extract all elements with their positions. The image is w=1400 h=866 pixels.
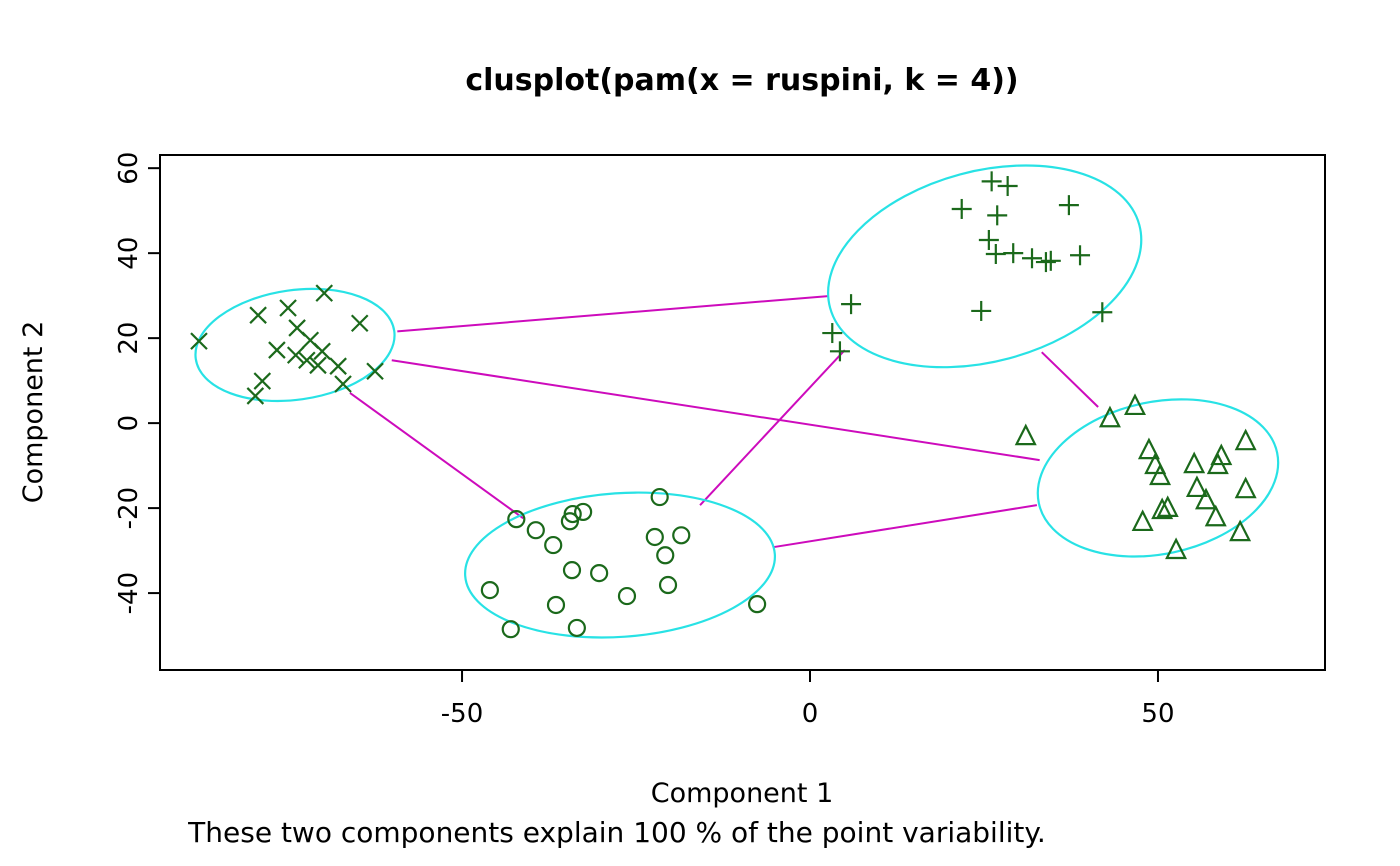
data-point-plus	[981, 171, 1002, 192]
data-point-circle	[658, 575, 678, 595]
y-tick-label: 20	[114, 322, 144, 355]
y-tick-label: 0	[114, 415, 144, 432]
data-points	[190, 171, 1257, 639]
data-point-plus	[985, 244, 1006, 265]
connector-line	[772, 504, 1038, 549]
data-point-x	[286, 346, 305, 364]
subtitle: These two components explain 100 % of th…	[187, 816, 1046, 849]
data-point-plus	[997, 176, 1018, 197]
data-point-triangle	[1210, 443, 1233, 466]
data-point-triangle	[1144, 452, 1167, 475]
data-point-x	[334, 375, 352, 393]
connector-line	[699, 349, 846, 506]
data-point-plus	[1022, 248, 1043, 269]
data-point-plus	[987, 205, 1008, 226]
data-point-triangle	[1165, 537, 1188, 560]
x-tick-label: 50	[1141, 699, 1174, 729]
data-point-x	[329, 357, 347, 375]
data-point-circle	[645, 527, 664, 547]
data-point-circle	[507, 510, 526, 529]
data-point-plus	[1003, 243, 1024, 264]
data-point-circle	[650, 487, 669, 507]
data-point-triangle	[1149, 463, 1172, 486]
data-point-plus	[841, 294, 862, 315]
data-point-triangle	[1014, 423, 1037, 446]
data-point-x	[249, 306, 267, 324]
data-point-x	[268, 341, 286, 359]
cluster-ellipses	[194, 164, 1280, 639]
cluster-ellipse	[194, 287, 396, 403]
data-point-circle	[656, 546, 675, 565]
data-point-x	[313, 342, 331, 361]
data-point-plus	[822, 323, 843, 344]
data-point-plus	[829, 341, 850, 362]
data-point-x	[190, 332, 208, 350]
y-tick-label: -40	[114, 572, 144, 614]
chart-title: clusplot(pam(x = ruspini, k = 4))	[465, 63, 1018, 98]
x-axis-label: Component 1	[651, 778, 834, 809]
data-point-circle	[748, 595, 767, 614]
data-point-plus	[1058, 195, 1079, 216]
data-point-circle	[562, 561, 582, 580]
data-point-triangle	[1131, 509, 1154, 532]
data-point-plus	[971, 300, 992, 321]
data-point-circle	[501, 620, 520, 639]
data-point-x	[279, 299, 297, 317]
data-point-triangle	[1156, 495, 1179, 518]
data-point-circle	[574, 502, 593, 522]
data-point-circle	[672, 526, 691, 545]
y-tick-label: 60	[114, 152, 144, 185]
cluster-ellipse	[1036, 398, 1280, 558]
connector-line	[1041, 351, 1099, 408]
cluster-ellipse	[827, 164, 1143, 369]
x-tick-label: -50	[441, 699, 483, 729]
connector-line	[397, 295, 829, 333]
data-point-x	[350, 314, 369, 333]
data-point-circle	[526, 521, 545, 540]
data-point-circle	[546, 595, 566, 615]
cluster-connector-lines	[349, 295, 1099, 549]
data-point-triangle	[1234, 428, 1257, 451]
data-point-circle	[544, 535, 563, 555]
data-point-circle	[617, 586, 637, 606]
data-point-triangle	[1124, 393, 1147, 416]
data-point-triangle	[1204, 504, 1227, 527]
data-point-triangle	[1151, 497, 1174, 520]
x-tick-label: 0	[802, 699, 819, 729]
connector-line	[349, 392, 524, 520]
y-tick-label: -20	[114, 487, 144, 529]
data-point-triangle	[1098, 405, 1121, 428]
data-point-plus	[951, 198, 972, 219]
axis-ticks: -50 0 50 -40 -20 0 20 40 60	[114, 152, 1175, 729]
data-point-plus	[1092, 302, 1113, 323]
data-point-triangle	[1185, 475, 1208, 498]
data-point-triangle	[1229, 519, 1252, 542]
data-point-x	[309, 356, 327, 375]
data-point-circle	[590, 564, 609, 583]
data-point-triangle	[1183, 451, 1206, 474]
data-point-x	[366, 362, 384, 381]
data-point-plus	[1070, 245, 1091, 266]
connector-line	[391, 359, 1040, 462]
data-point-x	[315, 284, 334, 302]
data-point-circle	[563, 504, 582, 524]
data-point-triangle	[1195, 487, 1217, 510]
data-point-x	[253, 372, 272, 390]
data-point-plus	[978, 229, 999, 250]
data-point-triangle	[1234, 476, 1257, 499]
data-point-x	[246, 387, 265, 405]
y-tick-label: 40	[114, 237, 144, 270]
plot-box	[159, 154, 1326, 671]
data-point-x	[298, 351, 316, 370]
data-point-circle	[567, 618, 586, 638]
data-point-plus	[1035, 252, 1056, 273]
y-axis-label: Component 2	[18, 321, 49, 504]
data-point-circle	[480, 581, 499, 600]
data-point-plus	[1040, 250, 1061, 271]
cluster-ellipse	[464, 491, 777, 639]
data-point-triangle	[1137, 437, 1160, 460]
